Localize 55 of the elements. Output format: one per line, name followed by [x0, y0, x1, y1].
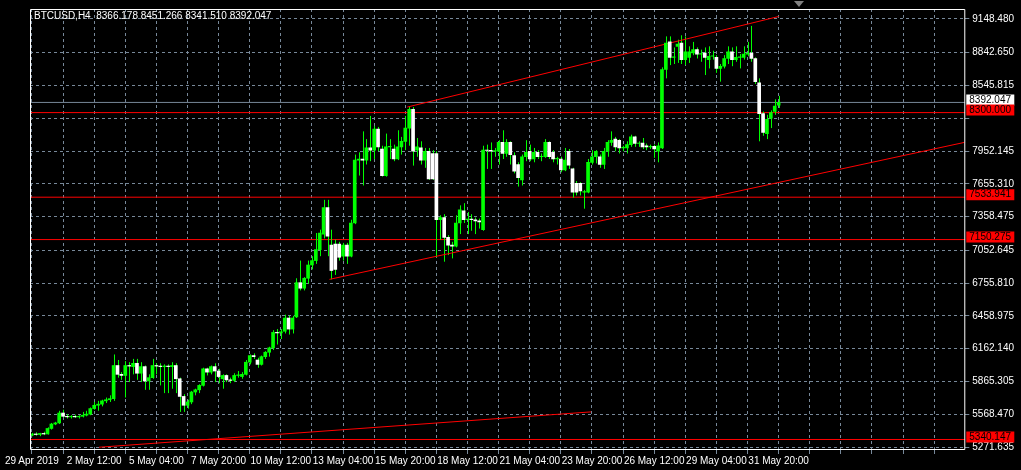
y-tick-label: 7952.145	[972, 144, 1015, 156]
candlestick	[69, 414, 73, 420]
x-tick-label: 18 May 12:00	[437, 454, 499, 466]
x-tick-label: 31 May 20:00	[748, 454, 810, 466]
y-tick-label: 5271.635	[972, 440, 1015, 452]
ref-line-label: 5340.147	[969, 430, 1012, 442]
candlestick	[419, 140, 423, 165]
x-tick-label: 21 May 04:00	[499, 454, 561, 466]
x-tick-label: 23 May 20:00	[561, 454, 623, 466]
x-tick-label: 13 May 04:00	[312, 454, 374, 466]
candlestick	[65, 413, 69, 420]
ref-line-label: 8300.000	[969, 103, 1012, 115]
candlestick	[275, 328, 279, 346]
y-tick-label: 8842.650	[972, 46, 1015, 58]
x-tick-label: 2 May 12:00	[66, 454, 123, 466]
ref-line-label: 8392.047	[969, 93, 1012, 105]
y-tick-label: 6458.975	[972, 309, 1015, 321]
ref-line-label: 7533.941	[969, 188, 1012, 200]
candlestick	[139, 361, 143, 383]
candlestick	[162, 363, 166, 394]
candlestick	[489, 141, 493, 170]
x-tick-label: 5 May 04:00	[128, 454, 185, 466]
candlestick	[765, 114, 769, 140]
y-tick-label: 5865.305	[972, 375, 1015, 387]
y-tick-label: 6162.140	[972, 342, 1015, 354]
x-tick-label: 29 May 04:00	[686, 454, 748, 466]
y-tick-label: 8545.815	[972, 79, 1015, 91]
candlestick	[442, 213, 446, 263]
y-tick-label: 7052.645	[972, 244, 1015, 256]
candlestick	[174, 362, 178, 394]
candlestick	[142, 365, 147, 391]
candlestick	[457, 204, 462, 235]
x-tick-label: 7 May 20:00	[191, 454, 247, 466]
x-tick-label: 26 May 12:00	[623, 454, 685, 466]
y-tick-label: 7655.310	[972, 177, 1015, 189]
y-tick-label: 9148.480	[972, 12, 1015, 24]
x-tick-label: 15 May 20:00	[374, 454, 437, 466]
ref-line-label: 7150.275	[969, 230, 1012, 242]
candlestick	[407, 106, 411, 147]
y-tick-label: 7358.475	[972, 210, 1015, 222]
y-tick-label: 5568.470	[972, 408, 1015, 420]
y-tick-label: 6755.810	[972, 276, 1015, 288]
candlestick	[127, 361, 131, 383]
chart-title: BTCUSD,H4 8366.178 8451.266 8341.510 8392.047	[34, 9, 272, 21]
candlestick	[422, 147, 427, 169]
candlestick	[166, 363, 170, 394]
candlestick	[314, 232, 318, 265]
candlestick	[438, 214, 443, 241]
x-tick-label: 29 Apr 2019	[4, 454, 60, 466]
candlestick	[158, 362, 163, 386]
x-tick-label: 10 May 12:00	[250, 454, 312, 466]
candlestick	[699, 49, 703, 63]
candlestick	[702, 46, 707, 76]
candlestick	[520, 154, 524, 186]
candlestick	[170, 361, 174, 390]
